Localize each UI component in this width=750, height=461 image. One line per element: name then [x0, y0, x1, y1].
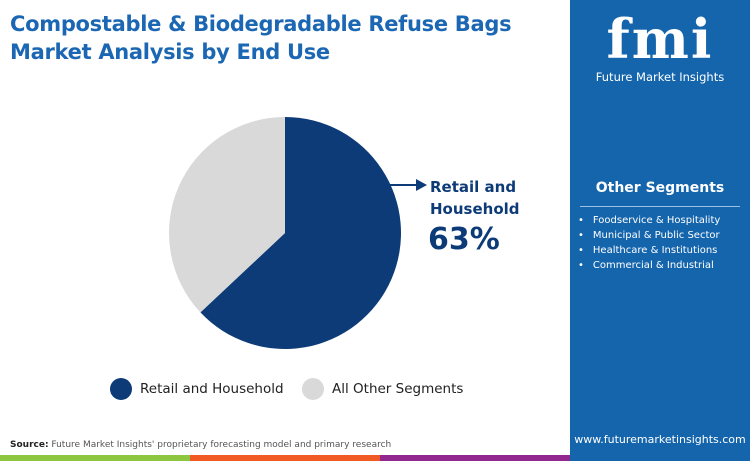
legend-label: Retail and Household [140, 381, 284, 397]
source-label: Source: [10, 440, 49, 450]
website-link[interactable]: www.futuremarketinsights.com [574, 433, 746, 446]
legend-item-retail: Retail and Household [110, 378, 284, 400]
fmi-logo: fmi Future Market Insights [570, 10, 750, 84]
sidebar: fmi Future Market Insights Other Segment… [570, 0, 750, 455]
other-segments-list: Foodservice & Hospitality Municipal & Pu… [578, 213, 720, 273]
list-item: Foodservice & Hospitality [578, 213, 720, 228]
pie-slice-other [169, 117, 285, 313]
other-segments-heading: Other Segments [595, 180, 725, 196]
list-item: Municipal & Public Sector [578, 228, 720, 243]
callout-value: 63% [428, 222, 500, 257]
logo-subtitle: Future Market Insights [595, 70, 725, 84]
title-line-1: Compostable & Biodegradable Refuse Bags [10, 12, 512, 36]
footer-bar-purple [380, 455, 570, 461]
arrow-icon [416, 179, 427, 191]
pie-slice-retail [200, 117, 402, 349]
legend-label: All Other Segments [332, 381, 464, 397]
source-text: Future Market Insights' proprietary fore… [48, 440, 392, 450]
logo-text: fmi [606, 7, 714, 71]
callout-line-1: Retail and [430, 178, 517, 196]
list-item: Healthcare & Institutions [578, 243, 720, 258]
footer-bar-green [0, 455, 190, 461]
legend-swatch [302, 378, 324, 400]
legend-item-other: All Other Segments [302, 378, 463, 400]
divider [580, 206, 740, 207]
list-item: Commercial & Industrial [578, 258, 720, 273]
footer-bar-orange [190, 455, 380, 461]
source-note: Source: Future Market Insights' propriet… [10, 440, 391, 450]
chart-title: Compostable & Biodegradable Refuse Bags … [10, 10, 512, 66]
callout-line-2: Household [430, 200, 520, 218]
footer-bar-blue [570, 455, 750, 461]
callout-label: Retail and Household [430, 176, 520, 220]
title-line-2: Market Analysis by End Use [10, 40, 330, 64]
legend-swatch [110, 378, 132, 400]
